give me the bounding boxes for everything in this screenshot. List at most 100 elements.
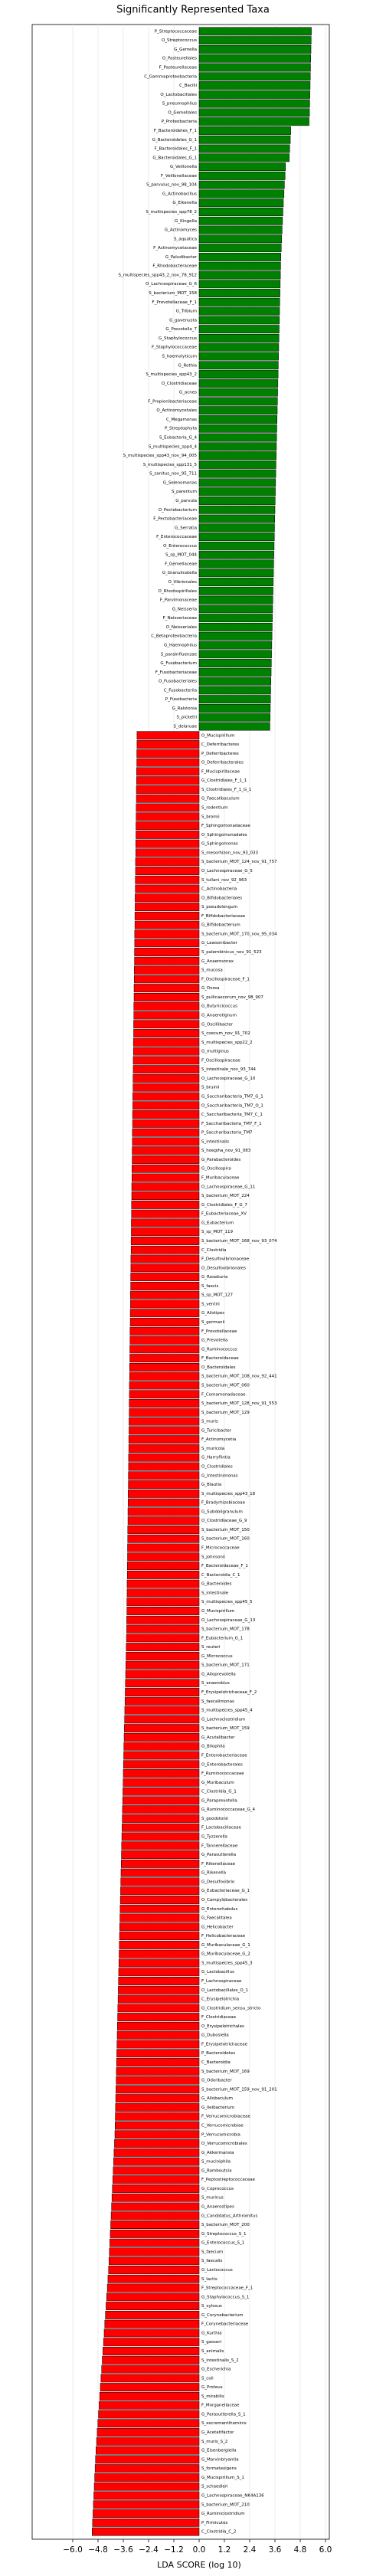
bar: [123, 1742, 200, 1751]
bar: [134, 956, 200, 965]
bar-label: S_multispecies_spp43_2: [146, 372, 197, 377]
bar-label: O_Deferribacterales: [201, 761, 244, 765]
bar: [136, 812, 200, 821]
bar-label: O_Lachnospiraceae_G_5: [201, 869, 253, 873]
bar: [198, 208, 283, 216]
bar: [198, 306, 280, 316]
bar-label: G_Ruminococcaceae_G_4: [201, 1807, 256, 1812]
bar: [135, 893, 200, 903]
bar-label: S_Eubacteria_G_4: [159, 436, 198, 441]
bar: [116, 2040, 200, 2049]
bar: [119, 1922, 200, 1932]
bar-label: G_Ruminiclostridium: [201, 2512, 245, 2516]
bar-label: O_Streptococcus: [162, 38, 197, 43]
bar-label: O_Campylobacterales: [201, 1898, 247, 1903]
bar: [93, 2491, 200, 2500]
bar-label: G_Lachnoclostridium: [201, 1717, 245, 1722]
bar-label: S_muris: [201, 1420, 218, 1424]
bar: [198, 550, 274, 559]
bar: [129, 1390, 200, 1399]
bar: [98, 2410, 200, 2419]
bar: [119, 1940, 200, 1949]
bar-label: C_Deferribacteres: [201, 742, 239, 747]
bar: [118, 1968, 200, 1977]
bar: [121, 1832, 200, 1841]
bar-label: O_Pasteurellales: [162, 57, 197, 61]
bar-label: O_Sphingomonadales: [201, 833, 247, 837]
bar-label: C_Verrucomicrobiae: [201, 2123, 244, 2128]
bar: [198, 622, 273, 631]
bar-label: P_Deferribacteres: [201, 752, 239, 756]
plot-frame: [31, 24, 330, 2540]
x-tick-label: −3.6: [113, 2545, 133, 2555]
bar: [113, 2148, 200, 2157]
bar-label: C_Erysipelotrichia: [201, 1998, 239, 2002]
bar-label: S_ventrii: [201, 1302, 220, 1306]
bar: [126, 1643, 200, 1652]
bar-label: G_Clostridiales_F_G_7: [201, 1203, 247, 1208]
bar-label: O_Enterococcus: [163, 544, 197, 549]
bar: [129, 1309, 200, 1318]
bar: [115, 2102, 200, 2112]
bar-label: G_Desulfovibrio: [201, 1880, 235, 1884]
bar-label: G_Parasutterella: [201, 1853, 236, 1857]
bar: [93, 2482, 200, 2491]
bar: [133, 984, 200, 993]
bar-label: G_Prevotella: [201, 1339, 227, 1343]
bar-label: S_intestinale_nov_93_744: [201, 1067, 256, 1072]
bar: [120, 1877, 200, 1886]
bar-label: S_murinus: [201, 2196, 224, 2201]
bar-label: F_Propionibacteriaceae: [148, 399, 197, 404]
bar-label: G_Butyricicoccus: [201, 1005, 237, 1009]
bar-label: S_Clostridiales_F_1_G_1: [201, 788, 251, 792]
bar: [123, 1760, 200, 1769]
bar: [128, 1453, 200, 1462]
bar-label: G_Micrococcus: [201, 1654, 233, 1659]
bar-label: G_Serratia: [175, 526, 197, 530]
bar-label: O_Rhodospirillales: [159, 589, 198, 594]
bar: [198, 36, 312, 45]
bar-label: O_Fusobacteriales: [159, 680, 197, 684]
bar-label: S_tullani_nov_92_963: [201, 878, 247, 883]
bar-label: G_Dorea: [201, 986, 220, 991]
bar: [119, 1904, 200, 1913]
bar-label: O_Clostridiales: [201, 1465, 233, 1470]
bar-label: G_Parabacteroides: [201, 1158, 240, 1162]
bar-label: G_Ileibacterium: [201, 2106, 234, 2110]
bar-label: G_Neisseria: [172, 607, 197, 611]
bar: [132, 1074, 200, 1083]
bar-label: S_faecium: [201, 2250, 223, 2254]
bar-label: S_bacterium_MOT_158: [149, 291, 197, 296]
bar-label: F_Gemellaceae: [165, 562, 198, 566]
bar-label: C_Megamonas: [166, 418, 197, 422]
bar: [198, 153, 290, 162]
bar-label: G_Mucispirillum_S_1: [201, 2476, 244, 2480]
bar: [198, 424, 277, 433]
bar-label: G_Paraprevotella: [201, 1798, 237, 1803]
bar-label: S_bacterium_MOT_124_nov_91_757: [201, 860, 277, 864]
bar: [119, 1896, 200, 1904]
bar: [116, 2076, 200, 2085]
bar-label: G_Saccharibacteria_TM7_G_1: [201, 1094, 263, 1099]
bar-label: F_Fusobacteriaceae: [155, 670, 198, 675]
bar: [130, 1254, 200, 1263]
bar-label: F_Streptococcaceae_F_1: [201, 2286, 253, 2291]
bar: [132, 1083, 200, 1092]
bar-label: S_bacterium_MOT_178: [201, 1627, 250, 1632]
bar-label: G_gavenusta: [169, 318, 197, 323]
bar: [121, 1841, 200, 1850]
bar-label: F_Actinomycetia: [201, 1437, 236, 1442]
bar: [110, 2238, 200, 2247]
bar: [198, 695, 271, 704]
bar: [131, 1182, 200, 1191]
bar: [96, 2446, 200, 2455]
bar-label: G_Enterococcus_S_1: [201, 2241, 244, 2246]
bar-label: O_Clostridiaceae_G_9: [201, 1519, 247, 1523]
bar: [102, 2355, 200, 2365]
bar-label: G_Actinomyces: [165, 228, 197, 233]
chart-title: Significantly Represented Taxa: [116, 5, 270, 16]
bar: [121, 1850, 200, 1859]
bar-label: G_Eisenbergiella: [201, 2449, 237, 2453]
bar: [128, 1498, 200, 1507]
bar-label: S_bacterium_MOT_159: [201, 1726, 250, 1731]
